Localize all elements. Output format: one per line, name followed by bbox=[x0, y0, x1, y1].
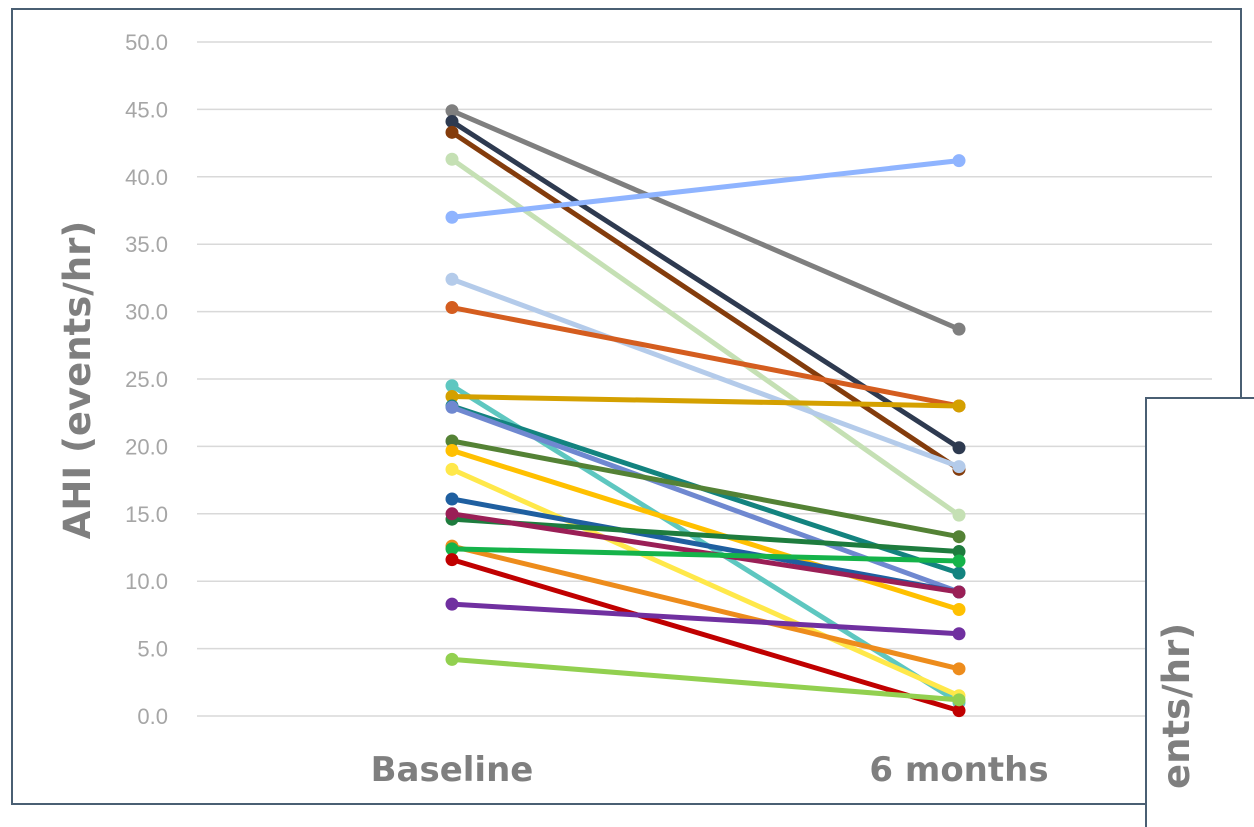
y-tick-label: 45.0 bbox=[125, 97, 168, 122]
data-point-baseline bbox=[445, 597, 459, 611]
series-line bbox=[449, 158, 962, 220]
y-tick-label: 35.0 bbox=[125, 232, 168, 257]
series-line bbox=[449, 466, 962, 699]
series-2 bbox=[445, 115, 966, 455]
series-13 bbox=[445, 443, 966, 617]
data-point-baseline bbox=[445, 379, 459, 393]
series-line bbox=[449, 156, 962, 518]
series-19 bbox=[445, 542, 966, 568]
x-category-6-months: 6 months bbox=[869, 750, 1048, 790]
data-point-baseline bbox=[445, 125, 459, 139]
data-point-baseline bbox=[445, 400, 459, 414]
series-line bbox=[449, 129, 962, 472]
data-point-baseline bbox=[445, 462, 459, 476]
series-line bbox=[449, 557, 962, 714]
data-point-baseline bbox=[445, 542, 459, 556]
y-tick-label: 40.0 bbox=[125, 165, 168, 190]
data-point-baseline bbox=[445, 507, 459, 521]
data-point-6-months bbox=[952, 704, 966, 718]
data-point-6-months bbox=[952, 154, 966, 168]
series-1 bbox=[445, 104, 966, 336]
data-point-baseline bbox=[445, 115, 459, 129]
y-axis-ticks: 0.0 5.0 10.0 15.0 20.0 25.0 30.0 35.0 40.0 45.0 50… bbox=[125, 30, 168, 729]
second-chart-y-axis-title: ents/hr) bbox=[1155, 622, 1198, 789]
data-point-6-months bbox=[952, 662, 966, 676]
series-line bbox=[449, 601, 962, 637]
series-22 bbox=[445, 652, 966, 707]
data-point-6-months bbox=[952, 322, 966, 336]
y-tick-label: 5.0 bbox=[137, 637, 168, 662]
data-point-baseline bbox=[445, 390, 459, 404]
data-point-6-months bbox=[952, 566, 966, 580]
data-point-6-months bbox=[952, 554, 966, 568]
series-9 bbox=[445, 390, 966, 413]
data-point-6-months bbox=[952, 603, 966, 617]
series-21 bbox=[445, 597, 966, 641]
series-4 bbox=[445, 152, 966, 522]
y-axis-title: AHI (events/hr) bbox=[56, 221, 99, 540]
series-6 bbox=[445, 272, 966, 474]
x-axis-categories: Baseline 6 months bbox=[371, 750, 1049, 790]
data-point-baseline bbox=[445, 492, 459, 506]
x-category-baseline: Baseline bbox=[371, 750, 534, 790]
series-line bbox=[449, 656, 962, 703]
series-line bbox=[449, 447, 962, 613]
data-point-6-months bbox=[952, 627, 966, 641]
data-point-baseline bbox=[445, 104, 459, 118]
second-chart-panel: ents/hr) bbox=[1145, 397, 1254, 827]
series-5 bbox=[445, 154, 966, 224]
data-point-6-months bbox=[952, 545, 966, 559]
data-point-6-months bbox=[952, 460, 966, 474]
y-tick-label: 20.0 bbox=[125, 434, 168, 459]
data-point-6-months bbox=[952, 585, 966, 599]
data-point-6-months bbox=[952, 508, 966, 522]
data-point-baseline bbox=[445, 272, 459, 286]
series-20 bbox=[445, 553, 966, 718]
series-line bbox=[449, 394, 962, 409]
y-tick-label: 25.0 bbox=[125, 367, 168, 392]
series-line bbox=[449, 543, 962, 672]
data-point-6-months bbox=[952, 441, 966, 455]
series-line bbox=[449, 546, 962, 564]
series-line bbox=[449, 119, 962, 451]
series-line bbox=[449, 108, 962, 332]
y-tick-label: 10.0 bbox=[125, 569, 168, 594]
series-lines bbox=[445, 104, 966, 718]
data-point-baseline bbox=[445, 443, 459, 457]
data-point-baseline bbox=[445, 553, 459, 567]
series-line bbox=[449, 305, 962, 409]
series-12 bbox=[445, 434, 966, 544]
data-point-baseline bbox=[445, 434, 459, 448]
data-point-baseline bbox=[445, 152, 459, 166]
gridlines bbox=[197, 41, 1212, 717]
data-point-6-months bbox=[952, 399, 966, 413]
data-point-6-months bbox=[952, 693, 966, 707]
y-tick-label: 0.0 bbox=[137, 704, 168, 729]
series-line bbox=[449, 438, 962, 540]
data-point-baseline bbox=[445, 652, 459, 666]
data-point-6-months bbox=[952, 530, 966, 544]
y-tick-label: 50.0 bbox=[125, 30, 168, 55]
y-tick-label: 30.0 bbox=[125, 300, 168, 325]
y-tick-label: 15.0 bbox=[125, 502, 168, 527]
data-point-baseline bbox=[445, 210, 459, 224]
data-point-baseline bbox=[445, 301, 459, 315]
series-line bbox=[449, 276, 962, 470]
